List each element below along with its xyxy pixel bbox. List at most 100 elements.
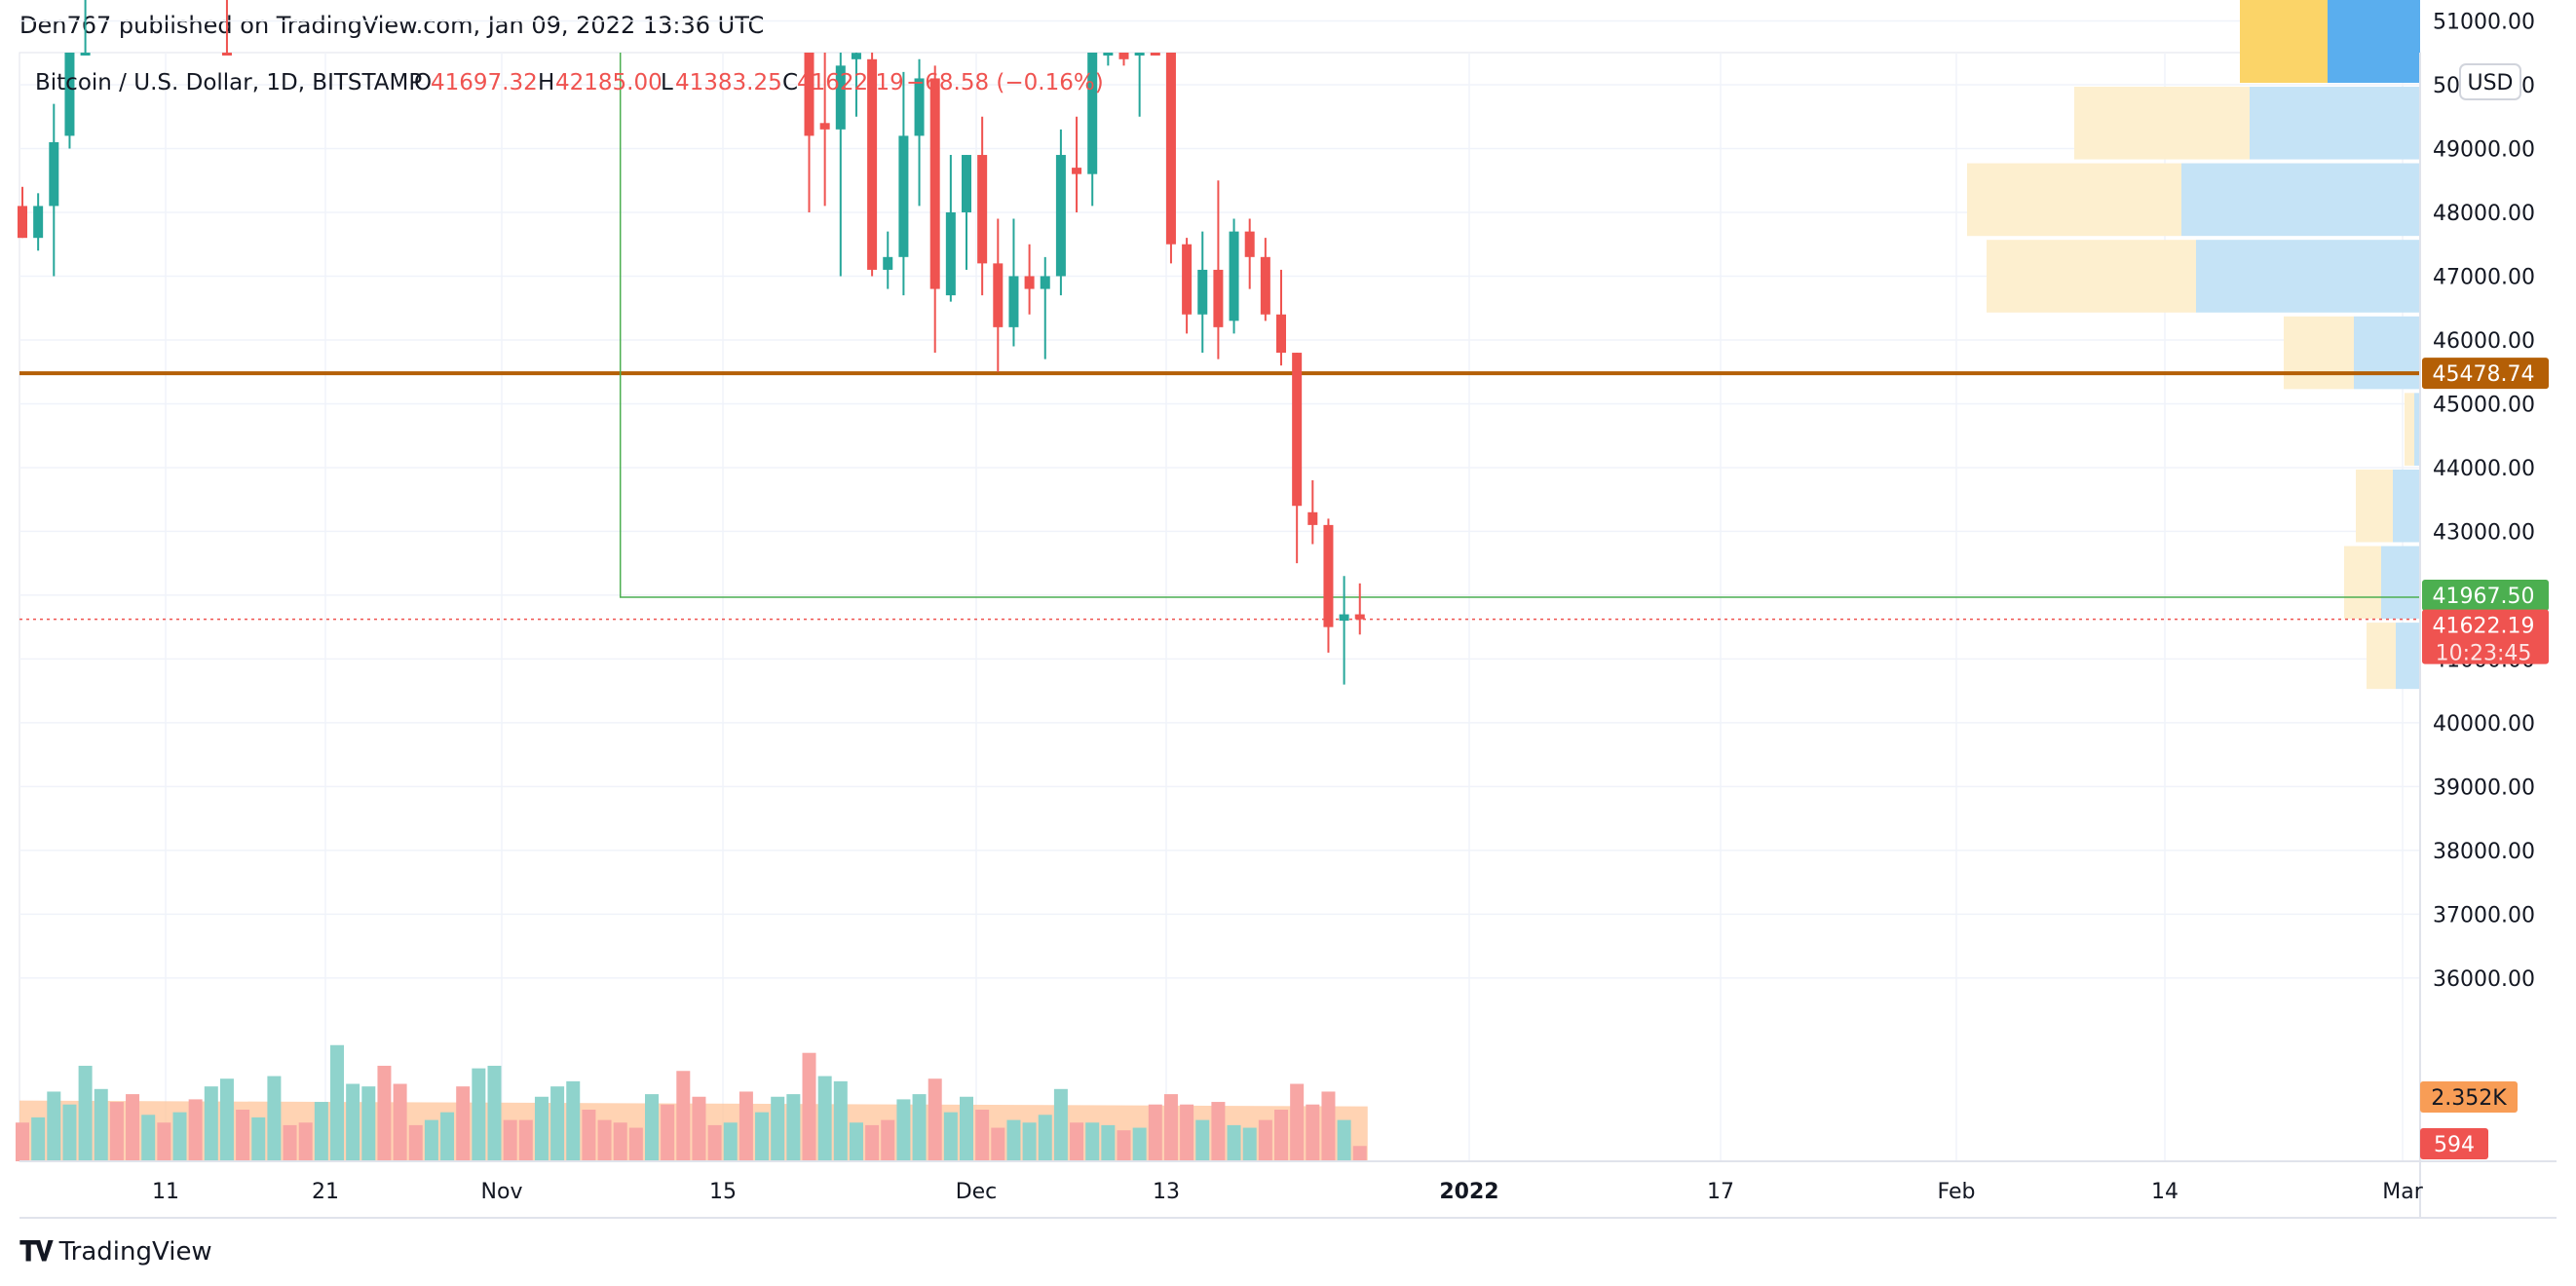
volume-bar <box>1038 1115 1052 1161</box>
volume-bar <box>1258 1119 1272 1161</box>
candle <box>851 53 861 117</box>
level-price-label-bg <box>2422 358 2549 390</box>
candle-body <box>1072 168 1082 174</box>
volume-bar <box>1070 1122 1084 1161</box>
candle <box>18 186 27 239</box>
volume-bar <box>692 1096 706 1161</box>
axes-layer: 51000.0050000.0049000.0048000.0047000.00… <box>19 11 2557 1219</box>
volume-bar <box>1195 1119 1210 1161</box>
candle <box>1229 218 1239 334</box>
last-price-label-text: 41622.19 <box>2433 615 2535 639</box>
volume-bar <box>157 1122 171 1161</box>
volume-bar <box>975 1110 990 1161</box>
green-price-label-text: 41967.50 <box>2433 585 2535 609</box>
candle-body <box>1024 276 1035 289</box>
price-tick-label: 45000.00 <box>2433 393 2535 417</box>
volume-bar <box>283 1124 297 1161</box>
volume-bar <box>251 1116 266 1161</box>
vp-up-segment <box>2405 393 2414 466</box>
candle <box>1040 256 1050 359</box>
price-tick-label: 39000.00 <box>2433 775 2535 800</box>
vp-up-segment <box>1987 240 2196 313</box>
candle-body <box>1182 244 1193 315</box>
vp-up-segment <box>2074 87 2250 160</box>
candle <box>1354 583 1365 635</box>
volume-bar <box>802 1052 816 1161</box>
volume-bar <box>487 1065 502 1161</box>
volume-bar <box>172 1112 187 1161</box>
last-price-label-bg <box>2422 609 2549 664</box>
candle <box>1276 269 1286 366</box>
candle <box>819 53 830 207</box>
price-tick-label: 51000.00 <box>2433 11 2535 35</box>
volume-bar <box>1101 1124 1116 1161</box>
candle <box>883 231 893 289</box>
candle-body <box>929 78 940 289</box>
candle <box>1118 53 1129 66</box>
volume-last-label: 594 <box>2420 1128 2488 1159</box>
currency-button[interactable]: USD <box>2459 63 2521 100</box>
drawn-path-line <box>619 53 2420 598</box>
volume-bar <box>628 1127 643 1161</box>
volume-bar <box>896 1099 911 1161</box>
candle-body <box>819 123 830 130</box>
tradingview-logo[interactable]: 𝐓𝐕 TradingView <box>19 1235 212 1268</box>
volume-bar <box>408 1124 423 1161</box>
volume-bar <box>723 1122 738 1161</box>
legend-low-label: L <box>661 70 673 95</box>
vp-down-segment <box>2250 87 2420 160</box>
green-price-label-bg <box>2422 580 2549 612</box>
candle <box>1307 480 1318 545</box>
volume-bar <box>707 1124 722 1161</box>
volume-bar <box>377 1065 392 1161</box>
vp-up-segment <box>2344 546 2381 620</box>
candle <box>64 53 75 149</box>
volume-bar <box>1290 1083 1305 1161</box>
price-tick-label: 38000.00 <box>2433 840 2535 864</box>
legend-high-value: 42185.00 <box>555 70 663 95</box>
volume-last-label-text: 594 <box>2434 1133 2475 1157</box>
candle-body <box>18 206 27 239</box>
candle-body <box>80 53 91 56</box>
candle <box>898 71 909 296</box>
candle <box>221 0 232 56</box>
volume-bar <box>393 1083 407 1161</box>
volume-last-label-bg <box>2420 1128 2488 1159</box>
volume-bar <box>1337 1119 1351 1161</box>
vp-down-segment <box>2393 469 2420 543</box>
volume-bars-layer <box>16 1044 1367 1161</box>
candle <box>962 155 971 270</box>
volume-bar <box>1211 1102 1226 1161</box>
time-tick-label: Mar <box>2382 1180 2423 1204</box>
candle-body <box>1055 155 1066 277</box>
tradingview-brand: TradingView <box>58 1237 212 1267</box>
plot-area <box>19 52 2421 1162</box>
candle <box>1055 129 1066 296</box>
volume-bar <box>1085 1122 1100 1161</box>
candle-body <box>867 58 878 270</box>
price-tick-label: 43000.00 <box>2433 520 2535 545</box>
candle <box>1008 218 1019 347</box>
legend-open-value: 41697.32 <box>431 70 538 95</box>
volume-bar <box>771 1096 785 1161</box>
price-tick-label: 49000.00 <box>2433 137 2535 162</box>
candle <box>835 53 846 277</box>
tv-logo-icon: 𝐓𝐕 <box>19 1235 54 1267</box>
legend-open-label: O <box>414 70 432 95</box>
vp-up-segment <box>2240 0 2328 83</box>
volume-bar <box>739 1091 753 1161</box>
candle <box>1150 53 1160 56</box>
last-price-label: 41622.19 10:23:45 <box>2422 609 2549 666</box>
time-tick-label: Feb <box>1938 1180 1976 1204</box>
time-tick-label: 11 <box>152 1180 179 1204</box>
candle-body <box>1244 231 1255 257</box>
candle-body <box>993 263 1004 327</box>
volume-profile-row <box>1967 163 2420 237</box>
volume-bar <box>440 1112 455 1161</box>
volume-profile-row <box>2344 546 2420 620</box>
candle <box>80 0 91 56</box>
candle-body <box>962 155 971 212</box>
volume-bar <box>1227 1124 1241 1161</box>
candle-body <box>945 211 956 296</box>
